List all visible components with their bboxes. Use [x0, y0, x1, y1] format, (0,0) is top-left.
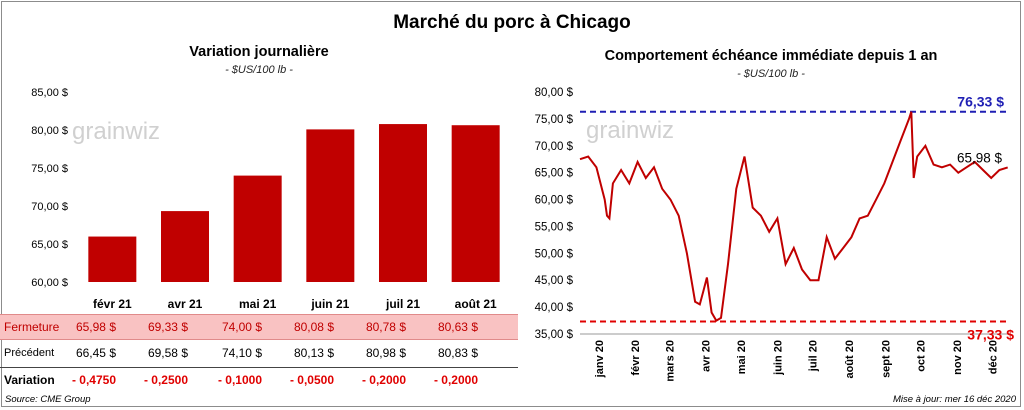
x-tick-label: janv 20: [594, 340, 606, 378]
table-cell: 80,98 $: [365, 346, 406, 360]
x-tick-label: févr 21: [93, 297, 132, 311]
x-tick-label: mai 20: [736, 340, 748, 374]
y-tick-label: 45,00 $: [535, 275, 574, 287]
y-tick-label: 40,00 $: [535, 302, 574, 314]
main-title: Marché du porc à Chicago: [393, 12, 631, 33]
price-series-line: [579, 111, 1008, 322]
bar-2: [161, 211, 209, 282]
x-tick-label: nov 20: [952, 340, 964, 375]
table-row-fermeture: Fermeture 65,98 $ 69,33 $ 74,00 $ 80,08 …: [0, 314, 518, 340]
y-tick-label: 50,00 $: [535, 248, 574, 260]
x-tick-label: juin 21: [310, 297, 349, 311]
last-value-label: 65,98 $: [957, 150, 1003, 165]
y-tick-label: 80,00 $: [535, 87, 574, 99]
bar-3: [233, 175, 282, 282]
table-cell: 69,33 $: [147, 320, 188, 334]
x-tick-label: juil 20: [808, 340, 820, 372]
table-cell: 74,10 $: [221, 346, 262, 360]
x-tick-label: avr 21: [168, 297, 203, 311]
x-tick-label: août 21: [455, 297, 497, 311]
table-row-variation: Variation - 0,4750 - 0,2500 - 0,1000 - 0…: [0, 367, 518, 392]
y-tick-label: 70,00 $: [31, 201, 68, 213]
x-tick-label: juin 20: [772, 340, 784, 376]
table-cell: - 0,2500: [143, 373, 188, 387]
left-chart-unit: - $US/100 lb -: [225, 64, 293, 76]
x-tick-label: févr 20: [630, 340, 642, 375]
table-cell: - 0,2000: [361, 373, 406, 387]
min-label: 37,33 $: [967, 326, 1014, 342]
table-cell: 80,78 $: [365, 320, 406, 334]
bar-chart: grainwiz 60,00 $ 65,00 $ 70,00 $ 75,00 $ 80,…: [31, 87, 500, 311]
table-cell: 74,00 $: [221, 320, 262, 334]
right-chart-title: Comportement échéance immédiate depuis 1…: [604, 48, 938, 64]
bar-6: [451, 125, 500, 282]
y-tick-label: 35,00 $: [535, 329, 574, 341]
y-tick-label: 70,00 $: [535, 141, 574, 153]
y-tick-label: 75,00 $: [535, 114, 574, 126]
x-tick-label: déc 20: [987, 340, 999, 374]
x-tick-label: mars 20: [664, 340, 676, 382]
y-tick-label: 85,00 $: [31, 87, 68, 99]
table-cell: 80,13 $: [293, 346, 334, 360]
row-label: Fermeture: [4, 320, 60, 334]
bar-4: [306, 129, 355, 282]
line-chart: grainwiz 35,00 $ 40,00 $ 45,00 $ 50,00 $ 55,…: [535, 87, 1015, 382]
y-tick-label: 60,00 $: [535, 195, 574, 207]
y-tick-label: 75,00 $: [31, 163, 68, 175]
table-cell: - 0,1000: [217, 373, 262, 387]
right-chart-unit: - $US/100 lb -: [737, 68, 805, 80]
table-cell: 66,45 $: [75, 346, 116, 360]
table-cell: 80,83 $: [437, 346, 478, 360]
row-label: Précédent: [4, 347, 55, 359]
row-label: Variation: [4, 373, 55, 387]
source-note: Source: CME Group: [5, 394, 91, 405]
x-tick-label: juil 21: [385, 297, 420, 311]
table-cell: - 0,4750: [71, 373, 116, 387]
bar-watermark: grainwiz: [72, 118, 160, 145]
y-tick-label: 65,00 $: [535, 168, 574, 180]
table-cell: 80,63 $: [437, 320, 478, 334]
table-cell: 80,08 $: [293, 320, 334, 334]
table-cell: 69,58 $: [147, 346, 188, 360]
y-tick-label: 80,00 $: [31, 125, 68, 137]
y-tick-label: 60,00 $: [31, 277, 68, 289]
x-tick-label: avr 20: [701, 340, 713, 372]
table-cell: 65,98 $: [75, 320, 116, 334]
table-row-precedent: Précédent 66,45 $ 69,58 $ 74,10 $ 80,13 …: [0, 341, 518, 365]
x-tick-label: août 20: [844, 340, 856, 379]
x-tick-label: mai 21: [239, 297, 277, 311]
left-chart-title: Variation journalière: [189, 44, 329, 60]
line-watermark: grainwiz: [586, 117, 674, 144]
max-label: 76,33 $: [957, 94, 1004, 110]
bar-1: [88, 236, 137, 282]
y-tick-label: 65,00 $: [31, 239, 68, 251]
y-tick-label: 55,00 $: [535, 221, 574, 233]
table-cell: - 0,0500: [289, 373, 334, 387]
bar-5: [379, 124, 427, 283]
x-tick-label: sept 20: [880, 340, 892, 378]
x-tick-label: oct 20: [916, 340, 928, 372]
update-note: Mise à jour: mer 16 déc 2020: [892, 394, 1016, 405]
prices-table: Fermeture 65,98 $ 69,33 $ 74,00 $ 80,08 …: [0, 314, 518, 392]
table-cell: - 0,2000: [433, 373, 478, 387]
